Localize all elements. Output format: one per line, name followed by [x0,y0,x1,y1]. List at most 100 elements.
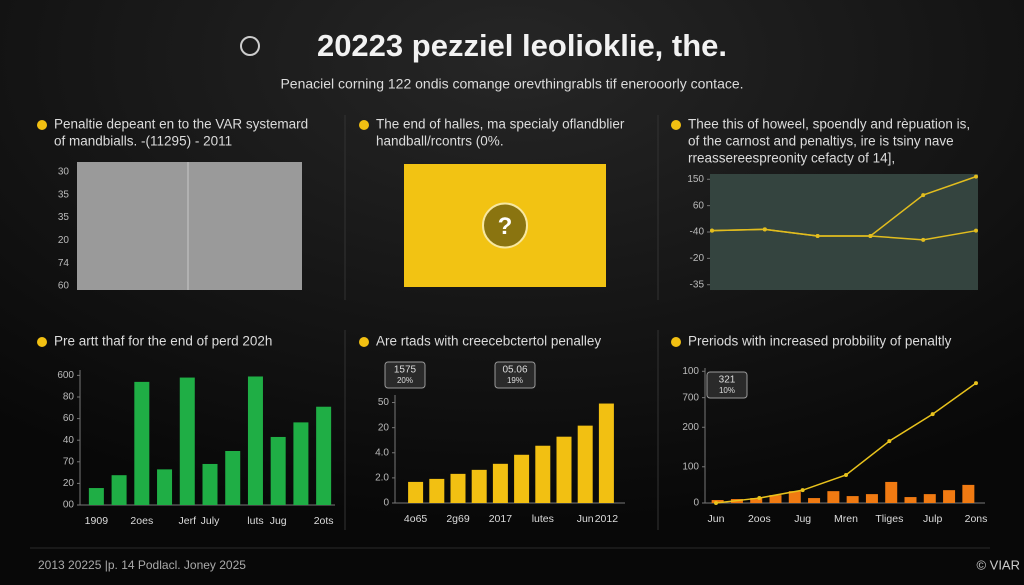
x-tick-label: lutes [532,513,554,525]
line [711,228,977,241]
y-tick-label: 20 [63,478,75,489]
icon: ? [498,213,513,240]
annotation-box [494,361,536,389]
panel-title: of mandbialls. -(11295) - 2011 [54,134,232,149]
subtitle: Penaciel corning 122 ondis comange orevt… [280,76,743,92]
y-tick-label: 0 [383,498,389,509]
row-label: 35 [58,212,70,223]
footer-left: 2013 20225 |p. 14 Podlacl. Joney 2025 [38,558,246,572]
point [757,496,762,501]
point [974,228,978,233]
panel-title: of the carnost and penaltiys, ire is tsi… [688,134,954,149]
y-tick-label: -20 [690,253,705,264]
page-title: 20223 pezziel leolioklie, the. [317,28,727,63]
point [844,473,848,478]
x-tick-label: Jerf [179,515,197,527]
x-tick-label: 2017 [489,513,513,525]
bar [179,377,195,505]
title-icon [359,337,369,347]
y-tick-label: 0 [693,498,699,509]
y-tick-label: -40 [690,227,705,238]
x-tick-label: 2ots [314,515,334,527]
footer-right: © VIAR [976,557,1020,572]
title-icon [37,337,47,347]
x-tick-label: Jug [270,515,287,527]
y-tick-label: 700 [682,392,699,403]
point [921,193,926,198]
x-tick-label: Julp [923,513,942,525]
point [762,227,767,232]
bar [202,463,218,505]
bar [556,436,572,503]
y-tick-label: -35 [690,279,705,290]
bar [943,490,956,503]
bar [769,495,782,503]
point [930,412,935,417]
bar [827,491,840,503]
y-tick-label: 100 [682,461,699,472]
panel-title: Pre artt thaf for the end of perd 202h [54,334,272,349]
bar [885,481,898,503]
bar [535,445,551,503]
bar [788,491,801,503]
bar [111,475,127,505]
y-tick-label: 150 [687,174,704,185]
point [800,488,805,493]
bar [429,478,445,503]
annotation-text: 1575 [394,365,417,376]
annotation-text: 19% [507,376,523,385]
x-tick-label: 2012 [595,513,619,525]
y-tick-label: 60 [63,413,75,424]
bar [865,494,878,503]
point [887,439,892,444]
x-tick-label: 2ons [965,513,988,525]
x-tick-label: 2oos [748,513,771,525]
row-label: 35 [58,189,70,200]
x-tick-label: 1909 [85,515,109,527]
panel-title: Preriods with increased probbility of pe… [688,334,952,349]
x-tick-label: 2g69 [446,513,470,525]
title-icon [671,120,681,130]
title-icon [671,337,681,347]
bar [225,451,241,505]
bar [408,481,424,503]
bar [88,488,104,505]
row-label: 20 [58,235,70,246]
bar [808,498,821,503]
x-tick-label: Tliges [875,513,903,525]
panel-title: handball/rcontrs (0%. [376,134,504,149]
point [815,233,820,238]
y-tick-label: 80 [63,392,75,403]
bar [923,494,936,503]
bar [270,436,286,505]
annotation-text: 321 [719,375,736,386]
row-label: 74 [58,258,70,269]
y-tick-label: 200 [682,422,699,433]
y-tick-label: 600 [57,370,74,381]
bar [598,403,614,503]
panel-title: rreassereespreonity cefacty of 14], [688,151,895,166]
panel-title: Are rtads with creecebctertol penalley [376,334,601,349]
panel-title: The end of halles, ma specialy oflandbli… [376,117,625,132]
bar [157,469,173,505]
y-tick-label: 00 [63,500,75,511]
x-tick-label: Jun [577,513,594,525]
title-icon [359,120,369,130]
y-tick-label: 50 [378,397,390,408]
x-tick-label: July [201,515,220,527]
x-tick-label: Jug [794,513,811,525]
point [974,174,978,179]
panel-title: Penaltie depeant en to the VAR systemard [54,117,308,132]
annotation-box [384,361,426,389]
bar [514,454,530,503]
bar [904,497,917,503]
panel-title: Thee this of howeel, spoendly and rèpuat… [688,117,970,132]
point [710,228,714,233]
bar [293,422,309,505]
row-label: 60 [58,281,70,292]
bar [471,469,487,503]
bar [962,484,975,503]
bar [450,473,466,503]
x-tick-label: luts [247,515,263,527]
